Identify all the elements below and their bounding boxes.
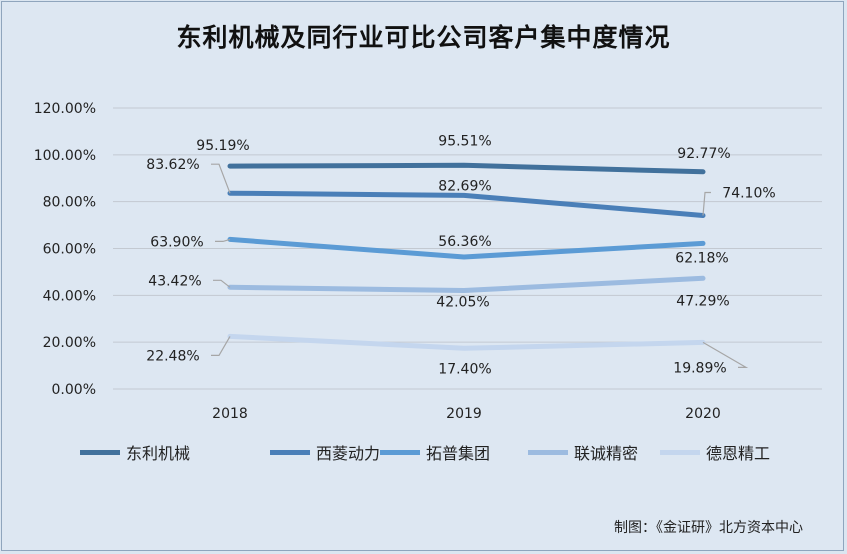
legend-swatch	[660, 449, 700, 455]
legend-item: 西菱动力	[270, 440, 380, 464]
data-label: 42.05%	[436, 295, 489, 311]
legend-item: 德恩精工	[660, 440, 770, 464]
series-line-1	[227, 162, 706, 175]
data-label: 63.90%	[150, 234, 203, 250]
chart-title: 东利机械及同行业可比公司客户集中度情况	[176, 23, 671, 52]
line-chart: 0.00% 20.00% 40.00% 60.00% 80.00% 100.00% 120.…	[34, 101, 822, 422]
legend-label: 联诚精密	[574, 444, 639, 463]
x-tick-label: 2020	[685, 406, 721, 422]
data-label: 17.40%	[438, 361, 491, 377]
y-tick-label: 40.00%	[43, 288, 96, 304]
data-label: 56.36%	[438, 234, 491, 250]
leader-line	[211, 336, 231, 356]
data-label: 47.29%	[676, 293, 729, 309]
legend-label: 西菱动力	[316, 444, 381, 463]
data-label: 82.69%	[438, 178, 491, 194]
series-line-5	[227, 333, 706, 351]
legend-swatch	[270, 449, 310, 455]
legend-item: 拓普集团	[380, 440, 490, 464]
legend-label: 拓普集团	[426, 444, 491, 463]
legend-swatch	[528, 449, 568, 455]
data-label: 95.51%	[438, 133, 491, 149]
y-tick-label: 0.00%	[52, 382, 96, 398]
data-label: 62.18%	[675, 250, 728, 266]
x-tick-label: 2019	[446, 406, 482, 422]
legend-label: 东利机械	[126, 444, 191, 463]
y-tick-label: 80.00%	[43, 195, 96, 211]
y-tick-label: 120.00%	[34, 101, 96, 117]
y-tick-label: 100.00%	[34, 148, 96, 164]
legend-label: 德恩精工	[706, 444, 771, 463]
data-label: 43.42%	[148, 273, 201, 289]
x-tick-label: 2018	[212, 406, 248, 422]
data-label: 19.89%	[673, 360, 726, 376]
legend-swatch	[380, 449, 420, 455]
leader-line	[702, 341, 749, 368]
y-tick-label: 20.00%	[43, 335, 96, 351]
leader-line	[702, 191, 711, 216]
data-label: 95.19%	[196, 138, 249, 154]
leader-line	[213, 279, 231, 288]
data-label: 92.77%	[677, 146, 730, 162]
series-line-2	[227, 190, 706, 218]
y-tick-label: 60.00%	[43, 242, 96, 258]
data-label: 22.48%	[146, 348, 199, 364]
leader-line	[211, 163, 231, 194]
legend-item: 联诚精密	[528, 440, 638, 464]
series-line-3	[227, 236, 706, 260]
series-line-4	[227, 275, 706, 293]
data-label: 74.10%	[722, 185, 775, 201]
legend-swatch	[80, 449, 120, 455]
leader-line	[215, 238, 231, 242]
chart-legend: 东利机械 西菱动力 拓普集团 联诚精密 德恩精工	[0, 440, 847, 464]
legend-item: 东利机械	[80, 440, 190, 464]
chart-credit: 制图：《金证研》北方资本中心	[614, 520, 803, 536]
data-label: 83.62%	[146, 157, 199, 173]
